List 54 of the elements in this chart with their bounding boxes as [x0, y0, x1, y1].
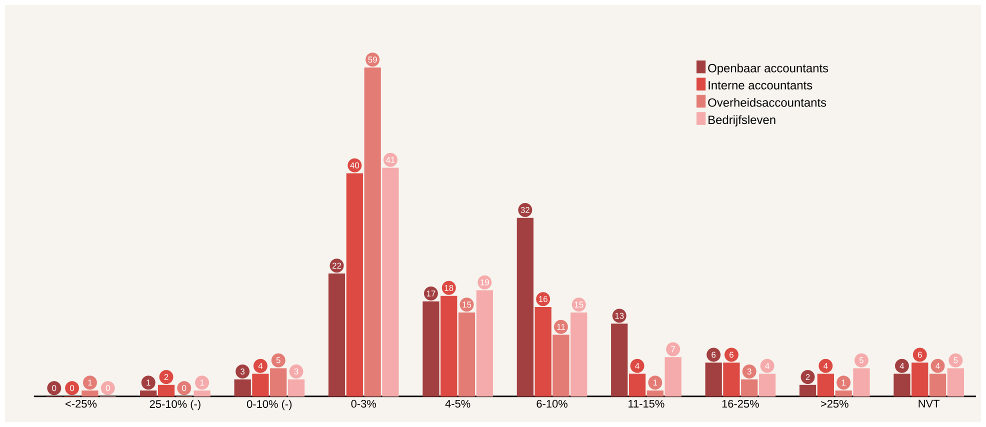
- data-label: 4: [635, 362, 640, 369]
- data-label: 6: [730, 352, 734, 358]
- data-label: 3: [747, 368, 752, 374]
- x-tick-label: NVT: [918, 400, 940, 408]
- data-label: 6: [918, 352, 922, 358]
- data-label: 4: [258, 362, 263, 369]
- x-tick-label: 0-10% (-): [247, 400, 292, 410]
- data-label: 59: [368, 56, 377, 63]
- data-label: 17: [426, 290, 436, 296]
- data-label: 15: [574, 302, 584, 308]
- data-label: 4: [824, 362, 828, 369]
- x-tick-label: >25%: [821, 400, 848, 408]
- legend-label: Overheidsaccountants: [708, 98, 826, 107]
- data-label: 11: [557, 324, 565, 330]
- data-label: 1: [842, 380, 846, 386]
- data-label: 2: [806, 374, 810, 380]
- data-label: 0: [182, 385, 186, 392]
- data-label: 1: [653, 380, 658, 386]
- data-label: 0: [106, 385, 110, 392]
- legend-label: Bedrijfsleven: [708, 115, 776, 126]
- data-label: 7: [671, 346, 675, 352]
- data-label: 1: [88, 380, 92, 386]
- data-label: 19: [480, 279, 489, 286]
- x-tick-label: <-25%: [66, 400, 97, 408]
- x-tick-label: 25-10% (-): [150, 400, 200, 410]
- data-label: 4: [765, 362, 770, 369]
- data-label: 16: [539, 296, 548, 302]
- data-label: 4: [936, 362, 940, 369]
- data-label: 41: [386, 156, 395, 163]
- data-label: 5: [954, 357, 958, 364]
- data-label: 5: [859, 357, 864, 364]
- data-label: 18: [444, 284, 454, 291]
- data-label: 2: [164, 374, 168, 380]
- data-label: 6: [712, 352, 716, 358]
- data-label: 5: [276, 357, 280, 364]
- data-label: 1: [200, 380, 204, 386]
- data-label: 15: [462, 302, 472, 308]
- data-label: 22: [332, 262, 342, 269]
- legend-label: Interne accountants: [708, 81, 812, 90]
- data-label: 13: [615, 312, 624, 319]
- data-label: 4: [900, 362, 904, 369]
- data-label: 1: [146, 380, 150, 386]
- x-tick-label: 16-25%: [722, 400, 759, 408]
- x-tick-label: 0-3%: [351, 400, 376, 408]
- legend-label: Openbaar accountants: [708, 64, 828, 75]
- x-tick-label: 4-5%: [445, 400, 470, 408]
- data-label: 3: [294, 368, 298, 374]
- data-label: 0: [52, 385, 56, 392]
- data-label: 3: [240, 368, 245, 374]
- x-tick-label: 6-10%: [536, 400, 568, 408]
- data-label: 0: [70, 385, 74, 392]
- data-label: 40: [350, 162, 360, 168]
- x-tick-label: 11-15%: [628, 400, 664, 408]
- data-label: 32: [520, 206, 530, 213]
